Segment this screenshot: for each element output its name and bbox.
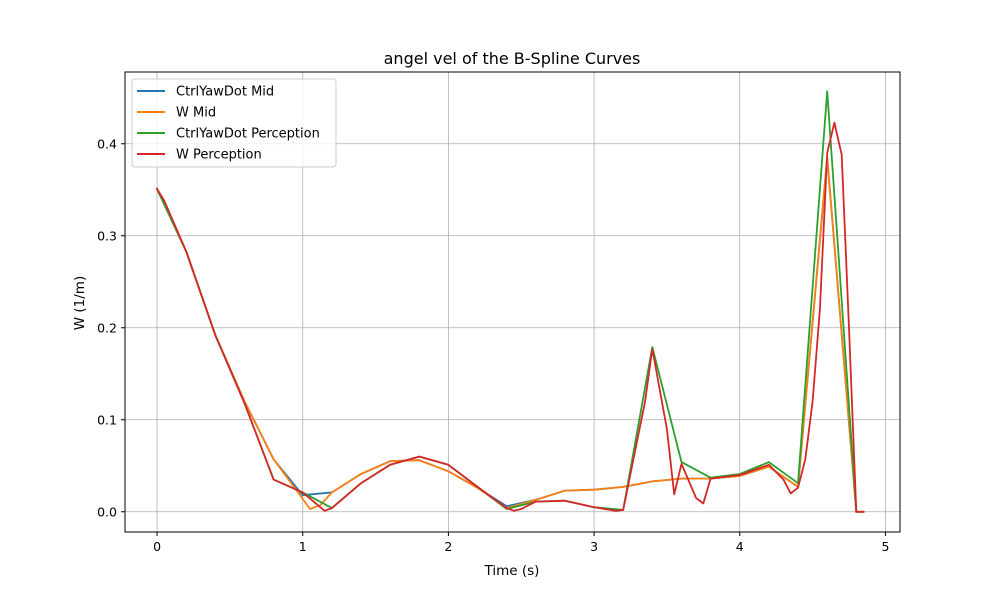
legend-items: CtrlYawDot Mid W Mid CtrlYawDot Perception… xyxy=(137,85,320,163)
legend-label: W Mid xyxy=(176,106,216,121)
plot-frame xyxy=(124,71,901,533)
y-axis-label: W (1/m) xyxy=(72,276,88,330)
x-axis-label: Time (s) xyxy=(484,563,540,579)
y-tick-label: 0.0 xyxy=(97,504,117,519)
legend-label: CtrlYawDot Perception xyxy=(176,127,320,142)
chart-title: angel vel of the B-Spline Curves xyxy=(384,49,641,68)
x-tick-label: 0 xyxy=(153,539,161,554)
x-axis-ticks: 0 1 2 3 4 5 xyxy=(153,532,889,554)
legend: CtrlYawDot Mid W Mid CtrlYawDot Perception… xyxy=(131,78,337,168)
y-axis-ticks: 0.0 0.1 0.2 0.3 0.4 xyxy=(97,136,125,519)
x-tick-label: 1 xyxy=(299,539,307,554)
x-tick-label: 3 xyxy=(590,539,598,554)
legend-box xyxy=(131,78,337,168)
legend-label: W Perception xyxy=(176,148,262,163)
y-tick-label: 0.4 xyxy=(97,136,117,151)
y-tick-label: 0.1 xyxy=(97,412,117,427)
x-tick-label: 2 xyxy=(444,539,452,554)
x-tick-label: 4 xyxy=(736,539,744,554)
series-lines xyxy=(155,90,865,513)
series-line-3 xyxy=(155,121,865,513)
y-tick-label: 0.2 xyxy=(97,320,117,335)
y-tick-label: 0.3 xyxy=(97,228,117,243)
x-tick-label: 5 xyxy=(881,539,889,554)
legend-label: CtrlYawDot Mid xyxy=(176,85,274,100)
